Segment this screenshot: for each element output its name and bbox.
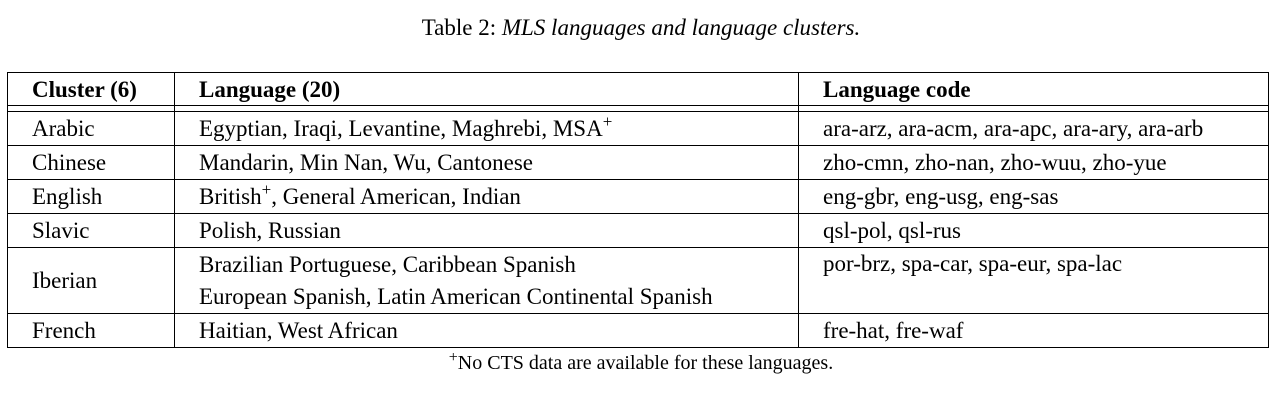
language-code-cell: eng-gbr, eng-usg, eng-sas	[798, 179, 1269, 214]
language-cell: British+, General American, Indian	[174, 179, 799, 214]
table-row: French Haitian, West African fre-hat, fr…	[7, 313, 1269, 348]
language-cell: Haitian, West African	[174, 313, 799, 348]
cluster-cell: Slavic	[7, 213, 175, 248]
caption-label: Table 2:	[421, 15, 497, 40]
language-cell: Mandarin, Min Nan, Wu, Cantonese	[174, 145, 799, 180]
languages-table: Cluster (6) Language (20) Language code …	[7, 72, 1269, 348]
cluster-cell: Chinese	[7, 145, 175, 180]
plus-marker: +	[602, 111, 613, 131]
plus-marker: +	[261, 179, 272, 199]
cluster-cell: Arabic	[7, 111, 175, 146]
language-code-cell: fre-hat, fre-waf	[798, 313, 1269, 348]
table-row: Iberian Brazilian Portuguese, Caribbean …	[7, 247, 1269, 314]
cluster-cell: English	[7, 179, 175, 214]
language-cell: Polish, Russian	[174, 213, 799, 248]
header-cluster: Cluster (6)	[7, 72, 175, 106]
language-code-cell: ara-arz, ara-acm, ara-apc, ara-ary, ara-…	[798, 111, 1269, 146]
language-text: , General American, Indian	[271, 183, 521, 209]
language-text: Brazilian Portuguese, Caribbean Spanish	[199, 251, 576, 277]
language-code-cell: zho-cmn, zho-nan, zho-wuu, zho-yue	[798, 145, 1269, 180]
plus-marker: +	[448, 349, 458, 366]
footnote-text: No CTS data are available for these lang…	[457, 352, 834, 374]
language-text: Egyptian, Iraqi, Levantine, Maghrebi, MS…	[199, 115, 603, 141]
caption-text: MLS languages and language clusters.	[501, 15, 861, 40]
table-row: Arabic Egyptian, Iraqi, Levantine, Maghr…	[7, 111, 1269, 146]
table-footnote: +No CTS data are available for these lan…	[0, 350, 1282, 376]
language-cell: Brazilian Portuguese, Caribbean Spanish …	[174, 247, 799, 314]
language-code-cell: por-brz, spa-car, spa-eur, spa-lac	[798, 247, 1269, 314]
language-text: Haitian, West African	[199, 317, 398, 343]
language-text: Polish, Russian	[199, 217, 341, 243]
header-language: Language (20)	[174, 72, 799, 106]
table-row: Chinese Mandarin, Min Nan, Wu, Cantonese…	[7, 145, 1269, 180]
language-cell: Egyptian, Iraqi, Levantine, Maghrebi, MS…	[174, 111, 799, 146]
cluster-cell: French	[7, 313, 175, 348]
table-header-row: Cluster (6) Language (20) Language code	[7, 72, 1269, 106]
table-caption: Table 2: MLS languages and language clus…	[0, 14, 1282, 42]
cluster-cell: Iberian	[7, 247, 175, 314]
header-language-code: Language code	[798, 72, 1269, 106]
table-row: Slavic Polish, Russian qsl-pol, qsl-rus	[7, 213, 1269, 248]
language-text: Mandarin, Min Nan, Wu, Cantonese	[199, 149, 534, 175]
language-code-cell: qsl-pol, qsl-rus	[798, 213, 1269, 248]
language-text: British	[199, 183, 262, 209]
language-text: European Spanish, Latin American Contine…	[199, 283, 713, 309]
table-row: English British+, General American, Indi…	[7, 179, 1269, 214]
